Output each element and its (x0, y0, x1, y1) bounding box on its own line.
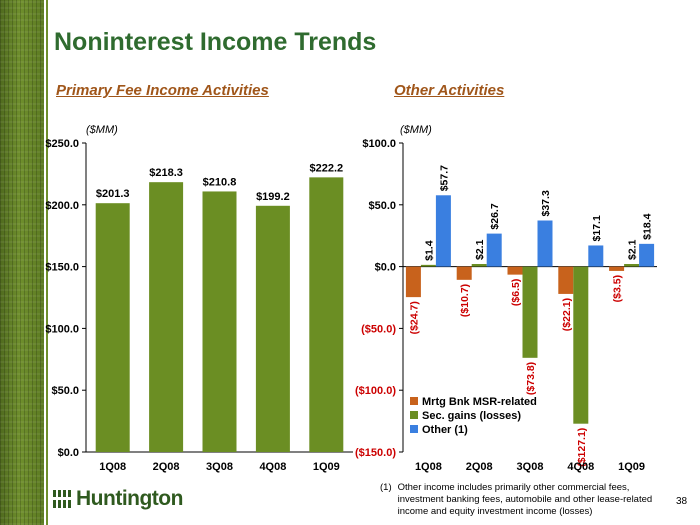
bar (202, 191, 237, 452)
x-tick-label: 2Q08 (153, 461, 180, 473)
logo-mark-icon (52, 490, 72, 508)
y-tick-label: $0.0 (375, 262, 396, 274)
data-label: $26.7 (489, 203, 501, 229)
data-label: $1.4 (423, 240, 435, 261)
y-tick-label: $150.0 (45, 262, 79, 274)
bar (507, 266, 523, 275)
legend-swatch (410, 425, 418, 433)
bar (558, 266, 574, 294)
data-label: $37.3 (540, 190, 552, 216)
x-tick-label: 1Q08 (99, 461, 126, 473)
y-tick-label: $100.0 (362, 138, 396, 150)
data-label: ($24.7) (408, 301, 420, 334)
y-tick-label: $100.0 (45, 323, 79, 335)
bar (522, 266, 538, 358)
legend-swatch (410, 411, 418, 419)
left-unit-label: ($MM) (86, 124, 118, 136)
data-label: ($3.5) (612, 275, 624, 302)
bar (255, 205, 290, 452)
bar (435, 195, 451, 267)
decorative-side-line (46, 0, 48, 525)
data-label: $18.4 (642, 213, 654, 239)
decorative-side-band (0, 0, 44, 525)
y-tick-label: $50.0 (51, 385, 79, 397)
bar (573, 266, 589, 424)
data-label: $57.7 (438, 165, 450, 191)
bar (309, 177, 344, 453)
bar (471, 264, 487, 267)
data-label: $201.3 (96, 188, 130, 200)
y-tick-label: $0.0 (58, 447, 79, 459)
data-label: $218.3 (149, 167, 183, 179)
left-chart-subtitle: Primary Fee Income Activities (56, 82, 269, 99)
y-tick-label: ($50.0) (361, 323, 396, 335)
footnote-marker: (1) (380, 482, 392, 493)
data-label: ($10.7) (459, 284, 471, 317)
x-tick-label: 4Q08 (259, 461, 286, 473)
legend-label: Mrtg Bnk MSR-related (422, 396, 537, 408)
y-tick-label: $200.0 (45, 200, 79, 212)
huntington-logo: Huntington (52, 487, 183, 511)
data-label: ($22.1) (561, 298, 573, 331)
y-tick-label: $50.0 (368, 200, 396, 212)
data-label: $222.2 (309, 162, 343, 174)
footnote: (1) Other income includes primarily othe… (380, 482, 670, 518)
bar (486, 233, 502, 267)
x-tick-label: 3Q08 (206, 461, 233, 473)
y-tick-label: ($150.0) (355, 447, 396, 459)
bar (588, 245, 604, 267)
y-tick-label: $250.0 (45, 138, 79, 150)
page-number: 38 (676, 496, 688, 507)
legend-swatch (410, 397, 418, 405)
bar (609, 266, 625, 271)
y-tick-label: ($100.0) (355, 385, 396, 397)
right-unit-label: ($MM) (400, 124, 432, 136)
bar (95, 203, 130, 452)
x-tick-label: 1Q08 (415, 461, 442, 473)
x-tick-label: 2Q08 (466, 461, 493, 473)
data-label: ($127.1) (576, 428, 588, 467)
logo-text: Huntington (76, 487, 183, 510)
right-chart-subtitle: Other Activities (394, 82, 505, 99)
bar (537, 220, 553, 267)
legend-label: Other (1) (422, 424, 468, 436)
bar (639, 243, 655, 267)
x-tick-label: 1Q09 (618, 461, 645, 473)
data-label: $199.2 (256, 191, 290, 203)
data-label: $2.1 (627, 239, 639, 260)
bar (456, 266, 472, 280)
bar (149, 182, 184, 452)
data-label: $17.1 (591, 215, 603, 241)
data-label: ($73.8) (525, 362, 537, 395)
bar (624, 264, 640, 267)
data-label: $210.8 (203, 176, 237, 188)
bar (405, 266, 421, 298)
x-tick-label: 4Q08 (567, 461, 594, 473)
data-label: $2.1 (474, 239, 486, 260)
data-label: ($6.5) (510, 279, 522, 306)
x-tick-label: 3Q08 (517, 461, 544, 473)
legend-label: Sec. gains (losses) (422, 410, 521, 422)
footnote-text: Other income includes primarily other co… (397, 482, 653, 517)
page-title: Noninterest Income Trends (54, 28, 377, 56)
x-tick-label: 1Q09 (313, 461, 340, 473)
bar (420, 264, 436, 267)
